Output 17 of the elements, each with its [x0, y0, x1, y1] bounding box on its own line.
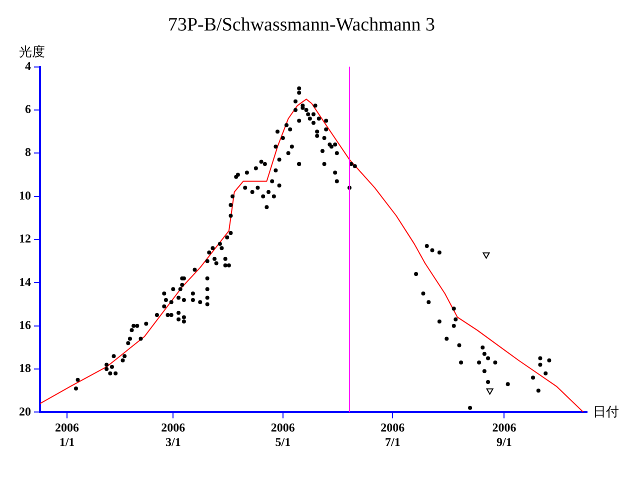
y-tick-label: 20: [19, 404, 31, 418]
chart-title: 73P-B/Schwassmann-Wachmann 3: [168, 14, 436, 36]
x-tick-label: 2006 5/1: [270, 420, 295, 449]
y-tick-label: 18: [19, 361, 31, 376]
y-tick-label: 14: [19, 274, 31, 289]
x-tick-label: 2006 7/1: [380, 420, 405, 449]
y-tick-label: 16: [19, 318, 31, 332]
y-tick-label: 4: [25, 58, 31, 73]
y-tick-label: 10: [19, 188, 31, 202]
x-axis-title: 日付: [593, 404, 619, 419]
y-axis-title: 光度: [19, 44, 45, 59]
x-tick-label: 2006 9/1: [492, 420, 516, 449]
y-tick-label: 12: [19, 232, 31, 246]
x-tick-label: 2006 1/1: [54, 420, 79, 449]
y-tick-label: 8: [25, 145, 31, 160]
y-tick-label: 6: [25, 102, 31, 116]
x-tick-label: 2006 3/1: [161, 420, 186, 449]
